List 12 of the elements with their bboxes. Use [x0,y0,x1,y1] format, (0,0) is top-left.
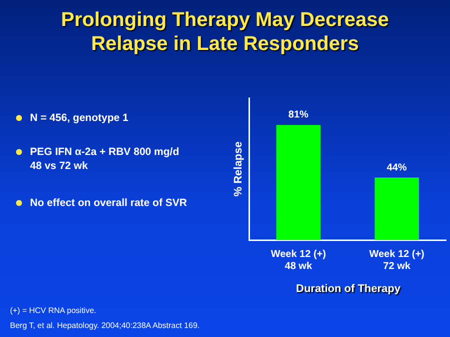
y-axis-title: % Relapse [232,141,245,197]
chart-title: Prolonging Therapy May Decrease Relapse in Late Responders [60,8,390,56]
data-label: 81% [288,110,309,121]
text: Berg T, et al. Hepatology. 2004;40:238A Abstract 169. [10,321,200,330]
text: No effect on overall rate of SVR [30,196,187,210]
x-tick-label: Week 12 (+) 48 wk [270,248,326,272]
text: N = 456, genotype 1 [30,111,128,125]
data-label: 44% [386,162,407,174]
x-tick-label: Week 12 (+) 72 wk [369,248,424,272]
text: PEG IFN α-2a + RBV 800 mg/d 48 vs 72 wk [30,145,180,173]
text: (+) = HCV RNA positive. [10,306,96,315]
x-axis-title: Duration of Therapy [296,283,401,295]
